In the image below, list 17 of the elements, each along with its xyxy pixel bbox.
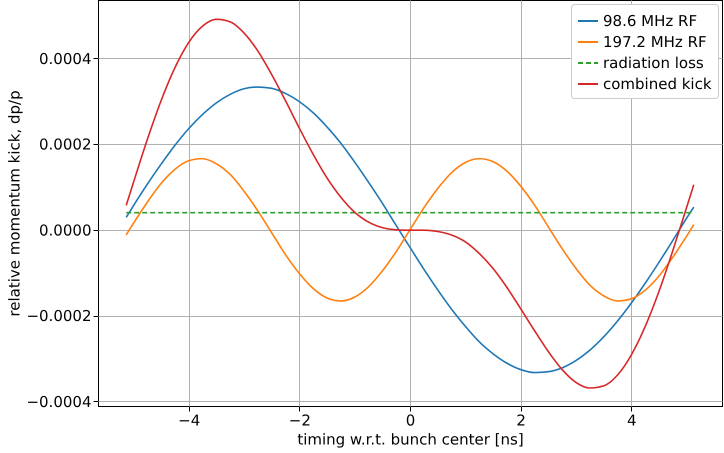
y-axis-title: relative momentum kick, dp/p [5, 90, 24, 317]
x-tick-label: −2 [288, 412, 311, 430]
legend-label: 98.6 MHz RF [603, 12, 698, 30]
y-tick-label: 0.0002 [39, 136, 92, 154]
y-tick-label: −0.0002 [26, 307, 92, 326]
y-tick-label: 0.0004 [39, 50, 92, 68]
y-tick-label: 0.0000 [39, 221, 92, 240]
x-tick-label: 4 [627, 412, 637, 430]
line-series [125, 158, 695, 302]
x-tick-label: 0 [406, 412, 416, 430]
y-tick-label: −0.0004 [26, 392, 92, 411]
x-axis-title: timing w.r.t. bunch center [ns] [297, 430, 524, 448]
legend-label: 197.2 MHz RF [603, 33, 707, 51]
legend-label: radiation loss [603, 54, 704, 72]
x-tick-label: −4 [178, 412, 200, 430]
x-tick-label: 2 [516, 412, 526, 430]
legend-label: combined kick [603, 75, 712, 93]
